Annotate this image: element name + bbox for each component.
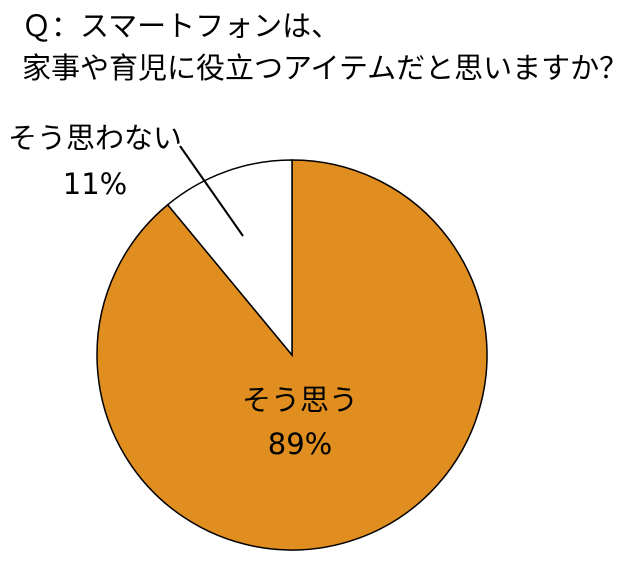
slice-label: そう思う xyxy=(242,383,358,417)
chart-title: Ｑ：スマートフォンは、 xyxy=(22,9,340,43)
pie-slice xyxy=(166,159,293,358)
leader-line xyxy=(179,145,244,237)
slice-value-label: 11% xyxy=(63,167,127,201)
slice-label: そう思わない xyxy=(8,121,182,155)
slice-value-label: 89% xyxy=(268,427,332,461)
chart-title: 家事や育児に役立つアイテムだと思いますか？ xyxy=(22,51,628,85)
